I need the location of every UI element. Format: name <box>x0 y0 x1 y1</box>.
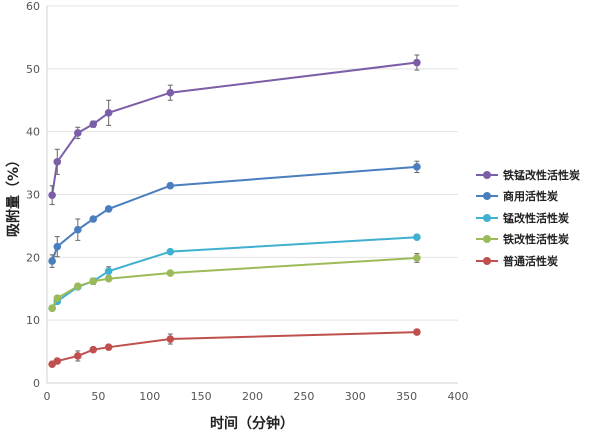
series-3 <box>48 253 421 313</box>
data-point <box>74 352 82 360</box>
data-point <box>89 277 98 286</box>
legend-item: 商用活性炭 <box>476 186 580 208</box>
legend-item: 锰改性活性炭 <box>476 207 580 229</box>
y-tick-label: 0 <box>33 377 40 390</box>
data-point <box>48 191 56 199</box>
data-point <box>74 129 82 137</box>
x-tick-label: 50 <box>91 390 105 403</box>
legend-item: 普通活性炭 <box>476 250 580 272</box>
y-tick-label: 20 <box>26 251 40 264</box>
legend: 铁锰改性活性炭 商用活性炭锰改性活性炭 铁改性活性炭 普通活性炭 <box>476 164 580 272</box>
legend-marker-icon <box>476 213 498 223</box>
data-point <box>104 274 113 283</box>
series-2 <box>48 233 421 313</box>
data-point <box>89 215 98 223</box>
data-point <box>48 257 56 265</box>
data-point <box>53 242 62 251</box>
legend-marker-icon <box>476 191 498 201</box>
data-point <box>89 120 98 128</box>
series-1 <box>48 160 421 268</box>
legend-item: 铁锰改性活性炭 <box>476 164 580 186</box>
x-tick-label: 300 <box>345 390 366 403</box>
series-line <box>51 61 418 196</box>
data-point <box>166 88 175 97</box>
x-tick-label: 0 <box>44 390 51 403</box>
data-point <box>53 294 62 302</box>
y-tick-label: 10 <box>26 314 40 327</box>
y-tick-label: 30 <box>26 189 40 202</box>
data-point <box>166 181 175 190</box>
series-4 <box>48 328 421 368</box>
x-tick-label: 150 <box>191 390 212 403</box>
series-0 <box>48 54 421 206</box>
legend-marker-icon <box>476 234 498 244</box>
data-point <box>166 335 175 343</box>
data-point <box>413 163 421 171</box>
data-point <box>89 345 98 354</box>
data-point <box>413 233 421 242</box>
data-point <box>104 205 113 213</box>
data-point <box>53 158 62 166</box>
data-point <box>104 343 113 351</box>
series-line <box>51 256 417 309</box>
x-tick-label: 200 <box>242 390 263 403</box>
legend-marker-icon <box>476 170 498 180</box>
data-point <box>104 267 113 275</box>
data-point <box>74 225 82 234</box>
legend-label: 商用活性炭 <box>503 190 558 204</box>
legend-label: 普通活性炭 <box>503 254 558 268</box>
legend-label: 铁锰改性活性炭 <box>503 168 580 182</box>
x-tick-label: 250 <box>293 390 314 403</box>
y-tick-label: 40 <box>26 126 40 139</box>
data-point <box>413 254 421 262</box>
x-tick-label: 100 <box>139 390 160 403</box>
legend-label: 铁改性活性炭 <box>503 233 569 247</box>
data-point <box>413 58 421 67</box>
data-point <box>53 357 62 365</box>
legend-marker-icon <box>476 256 498 266</box>
data-point <box>74 282 82 291</box>
x-tick-label: 350 <box>396 390 417 403</box>
x-tick-label: 400 <box>448 390 469 403</box>
legend-label: 锰改性活性炭 <box>503 211 569 225</box>
y-tick-label: 50 <box>26 63 40 76</box>
legend-item: 铁改性活性炭 <box>476 229 580 251</box>
y-axis-label: 吸附量（%） <box>5 153 22 237</box>
data-point <box>166 247 175 256</box>
x-axis-label: 时间（分钟） <box>210 415 294 432</box>
data-point <box>413 328 421 336</box>
data-point <box>104 109 113 117</box>
y-tick-label: 60 <box>26 0 40 13</box>
data-point <box>48 304 56 313</box>
data-point <box>166 269 175 277</box>
